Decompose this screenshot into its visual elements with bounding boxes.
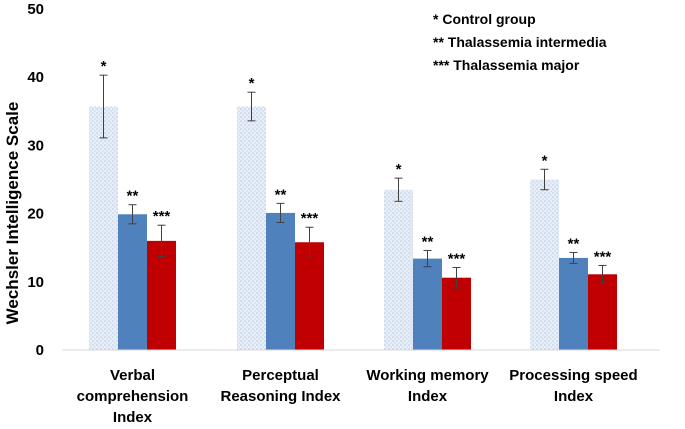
bar-control-group [384, 189, 413, 350]
significance-marker: * [101, 58, 107, 75]
bar-control-group [237, 106, 266, 350]
y-tick-label: 20 [27, 206, 44, 223]
y-tick-label: 40 [27, 69, 44, 86]
significance-marker: * [249, 75, 255, 92]
significance-marker: * [396, 161, 402, 178]
error-bars [99, 74, 607, 289]
significance-marker: * [542, 152, 548, 169]
significance-marker: *** [301, 210, 319, 227]
legend-entry-control: * Control group [433, 11, 536, 27]
significance-marker: *** [153, 208, 171, 225]
y-tick-label: 10 [27, 274, 44, 291]
y-tick-label: 50 [27, 1, 44, 18]
bar-thalassemia-intermedia [266, 212, 295, 350]
y-tick-label: 0 [36, 342, 44, 359]
bars [89, 106, 617, 350]
category-label: Processing speed [509, 367, 637, 384]
significance-marker: ** [422, 233, 434, 250]
category-label: Verbal [110, 367, 155, 384]
category-labels: Verbal comprehension Index Perceptual Reason… [77, 367, 638, 426]
y-axis-label: Wechsler Intelligence Scale [3, 102, 22, 325]
bar-thalassemia-intermedia [559, 257, 588, 350]
category-label: Working memory [366, 367, 489, 384]
bar-thalassemia-intermedia [118, 214, 147, 350]
category-label: Index [113, 409, 153, 426]
category-label: Perceptual [242, 367, 319, 384]
category-label: Index [554, 388, 594, 405]
bar-thalassemia-intermedia [413, 258, 442, 350]
significance-markers: ****** **** ***** ****** *** [101, 58, 612, 267]
legend-entry-major: *** Thalassemia major [433, 57, 580, 73]
bar-thalassemia-major [588, 274, 617, 350]
significance-marker: *** [448, 250, 466, 267]
category-label: comprehension [77, 388, 189, 405]
bar-control-group [530, 179, 559, 350]
significance-marker: ** [275, 186, 287, 203]
category-label: Index [408, 388, 448, 405]
y-axis-ticks: 0 10 20 30 40 50 [27, 1, 44, 359]
bar-thalassemia-major [147, 240, 176, 350]
significance-marker: *** [594, 248, 612, 265]
y-tick-label: 30 [27, 137, 44, 154]
significance-marker: ** [127, 188, 139, 205]
legend-entry-intermedia: ** Thalassemia intermedia [433, 34, 607, 50]
legend: * Control group ** Thalassemia intermedi… [433, 11, 607, 73]
bar-control-group [89, 106, 118, 350]
category-label: Reasoning Index [220, 388, 341, 405]
bar-thalassemia-major [442, 277, 471, 350]
significance-marker: ** [568, 235, 580, 252]
bar-thalassemia-major [295, 242, 324, 350]
